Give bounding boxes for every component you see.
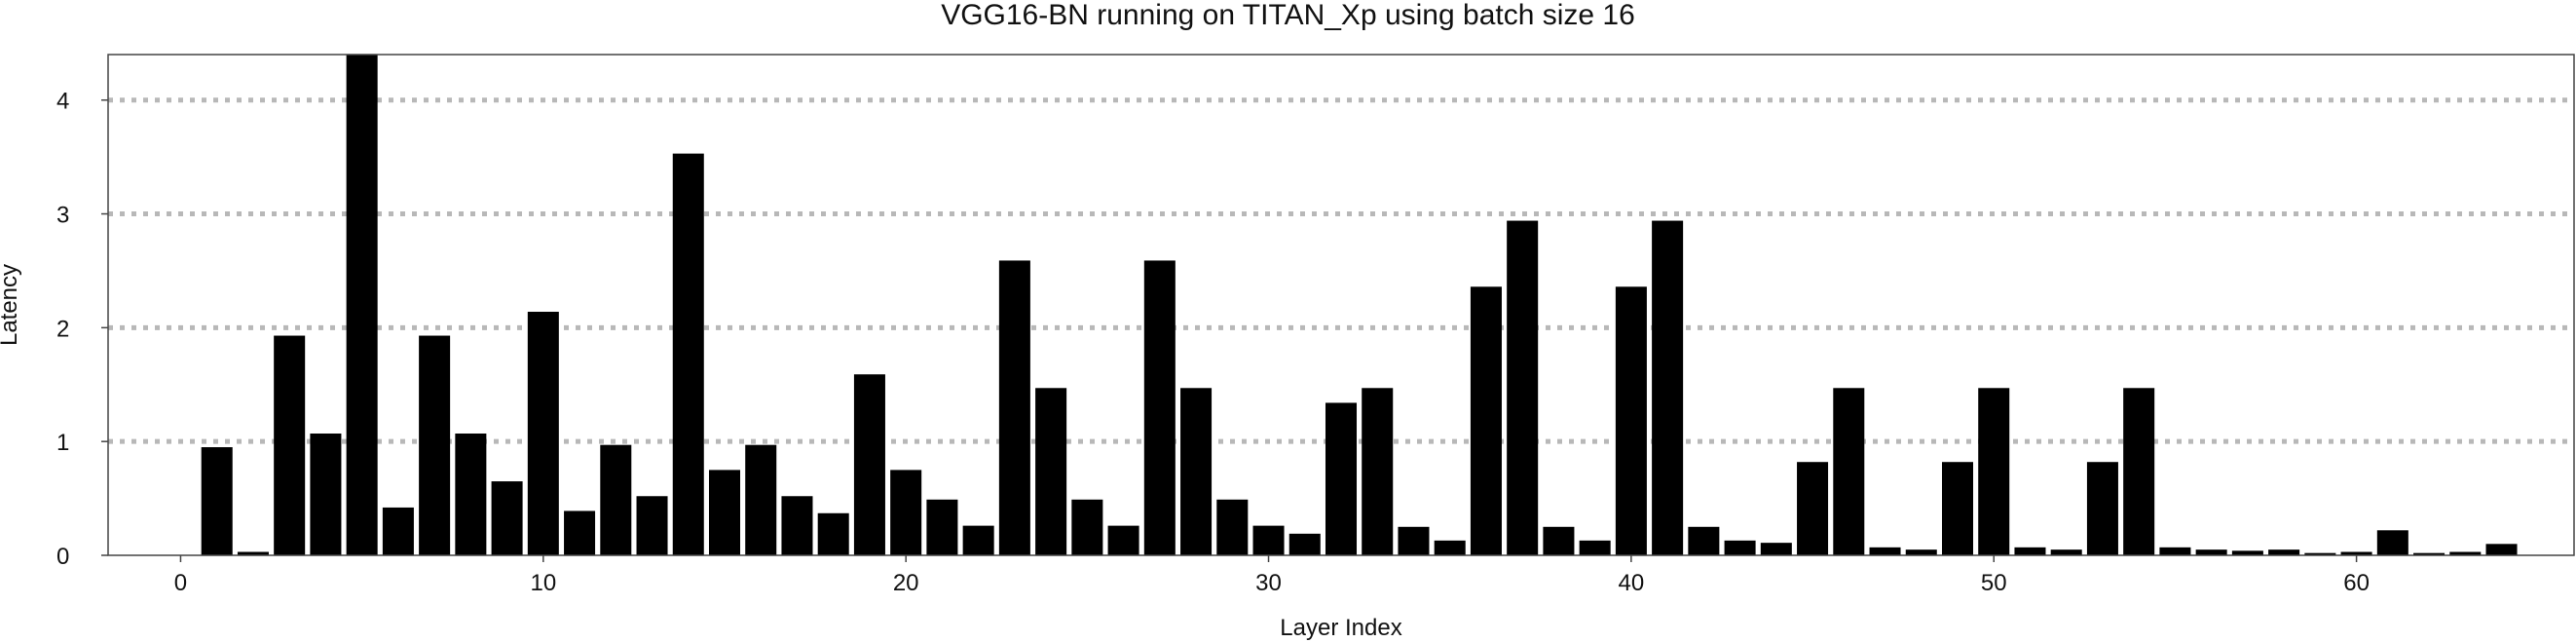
axis-ticks: 0 10 20 30 40 50 60 0 1 2 3 4 xyxy=(56,89,2370,596)
bar xyxy=(1035,388,1067,555)
grid-lines xyxy=(108,97,2574,444)
bar xyxy=(1760,543,1792,555)
bar xyxy=(237,551,269,555)
x-axis-title: Layer Index xyxy=(1280,615,1401,641)
bar xyxy=(2014,547,2046,555)
bar xyxy=(1543,526,1575,555)
bar xyxy=(346,55,378,555)
bar xyxy=(708,470,741,555)
y-tick-label: 1 xyxy=(56,430,69,456)
bar xyxy=(2413,552,2445,555)
y-tick-label: 0 xyxy=(56,544,69,570)
bar xyxy=(1905,549,1937,555)
x-tick-label: 40 xyxy=(1619,570,1645,596)
bar xyxy=(527,312,559,555)
y-tick-label: 4 xyxy=(56,89,69,115)
bar xyxy=(817,512,849,555)
bar xyxy=(419,335,451,555)
bar xyxy=(1724,540,1756,555)
bar xyxy=(491,481,523,555)
bar xyxy=(781,496,813,555)
bar xyxy=(1180,388,1213,555)
chart-title: VGG16-BN running on TITAN_Xp using batch… xyxy=(941,0,1635,31)
bar xyxy=(1797,462,1829,555)
bar xyxy=(1470,286,1502,555)
bar xyxy=(1869,547,1901,555)
bar xyxy=(2485,544,2518,555)
y-tick-label: 2 xyxy=(56,316,69,342)
bar xyxy=(2086,462,2118,555)
bar xyxy=(1941,462,1974,555)
x-tick-label: 0 xyxy=(174,570,187,596)
x-tick-label: 20 xyxy=(893,570,919,596)
bar xyxy=(1833,388,1865,555)
y-axis-title: Latency xyxy=(0,264,22,346)
bar xyxy=(600,444,632,555)
bar xyxy=(1688,526,1720,555)
bar xyxy=(962,525,994,555)
bar xyxy=(1071,499,1103,555)
bar xyxy=(455,434,487,555)
bar xyxy=(1978,388,2010,555)
bar xyxy=(890,470,922,555)
bar xyxy=(926,499,958,555)
bar xyxy=(2268,549,2300,555)
x-tick-label: 30 xyxy=(1255,570,1282,596)
bar xyxy=(1252,525,1285,555)
bar xyxy=(2123,388,2155,555)
bar xyxy=(382,507,414,555)
x-tick-label: 60 xyxy=(2343,570,2370,596)
bar xyxy=(853,374,885,555)
x-tick-label: 10 xyxy=(530,570,556,596)
bar xyxy=(672,153,704,555)
x-tick-label: 50 xyxy=(1981,570,2007,596)
bar xyxy=(1615,286,1647,555)
bar xyxy=(274,335,306,555)
bar xyxy=(201,447,233,555)
bar xyxy=(2195,549,2227,555)
bar xyxy=(1652,220,1684,555)
bar xyxy=(2449,551,2482,555)
plot-frame xyxy=(107,54,2575,556)
bar xyxy=(998,260,1030,555)
bar xyxy=(1362,388,1394,555)
bar xyxy=(745,444,777,555)
bar xyxy=(1288,533,1321,555)
bar xyxy=(1434,540,1466,555)
bar xyxy=(1143,260,1176,555)
bar xyxy=(2376,530,2408,555)
bar xyxy=(1325,402,1358,555)
bar xyxy=(1579,540,1611,555)
bar xyxy=(1398,526,1430,555)
bar xyxy=(1507,220,1539,555)
bar xyxy=(636,496,668,555)
bar xyxy=(2231,550,2263,555)
bar xyxy=(2340,551,2372,555)
bar xyxy=(310,434,342,555)
bar xyxy=(564,511,596,555)
bars xyxy=(201,55,2518,555)
y-tick-label: 3 xyxy=(56,203,69,229)
bar xyxy=(1216,499,1249,555)
bar xyxy=(2159,547,2191,555)
bar xyxy=(2050,549,2082,555)
bar xyxy=(2304,552,2336,555)
bar xyxy=(1107,525,1139,555)
